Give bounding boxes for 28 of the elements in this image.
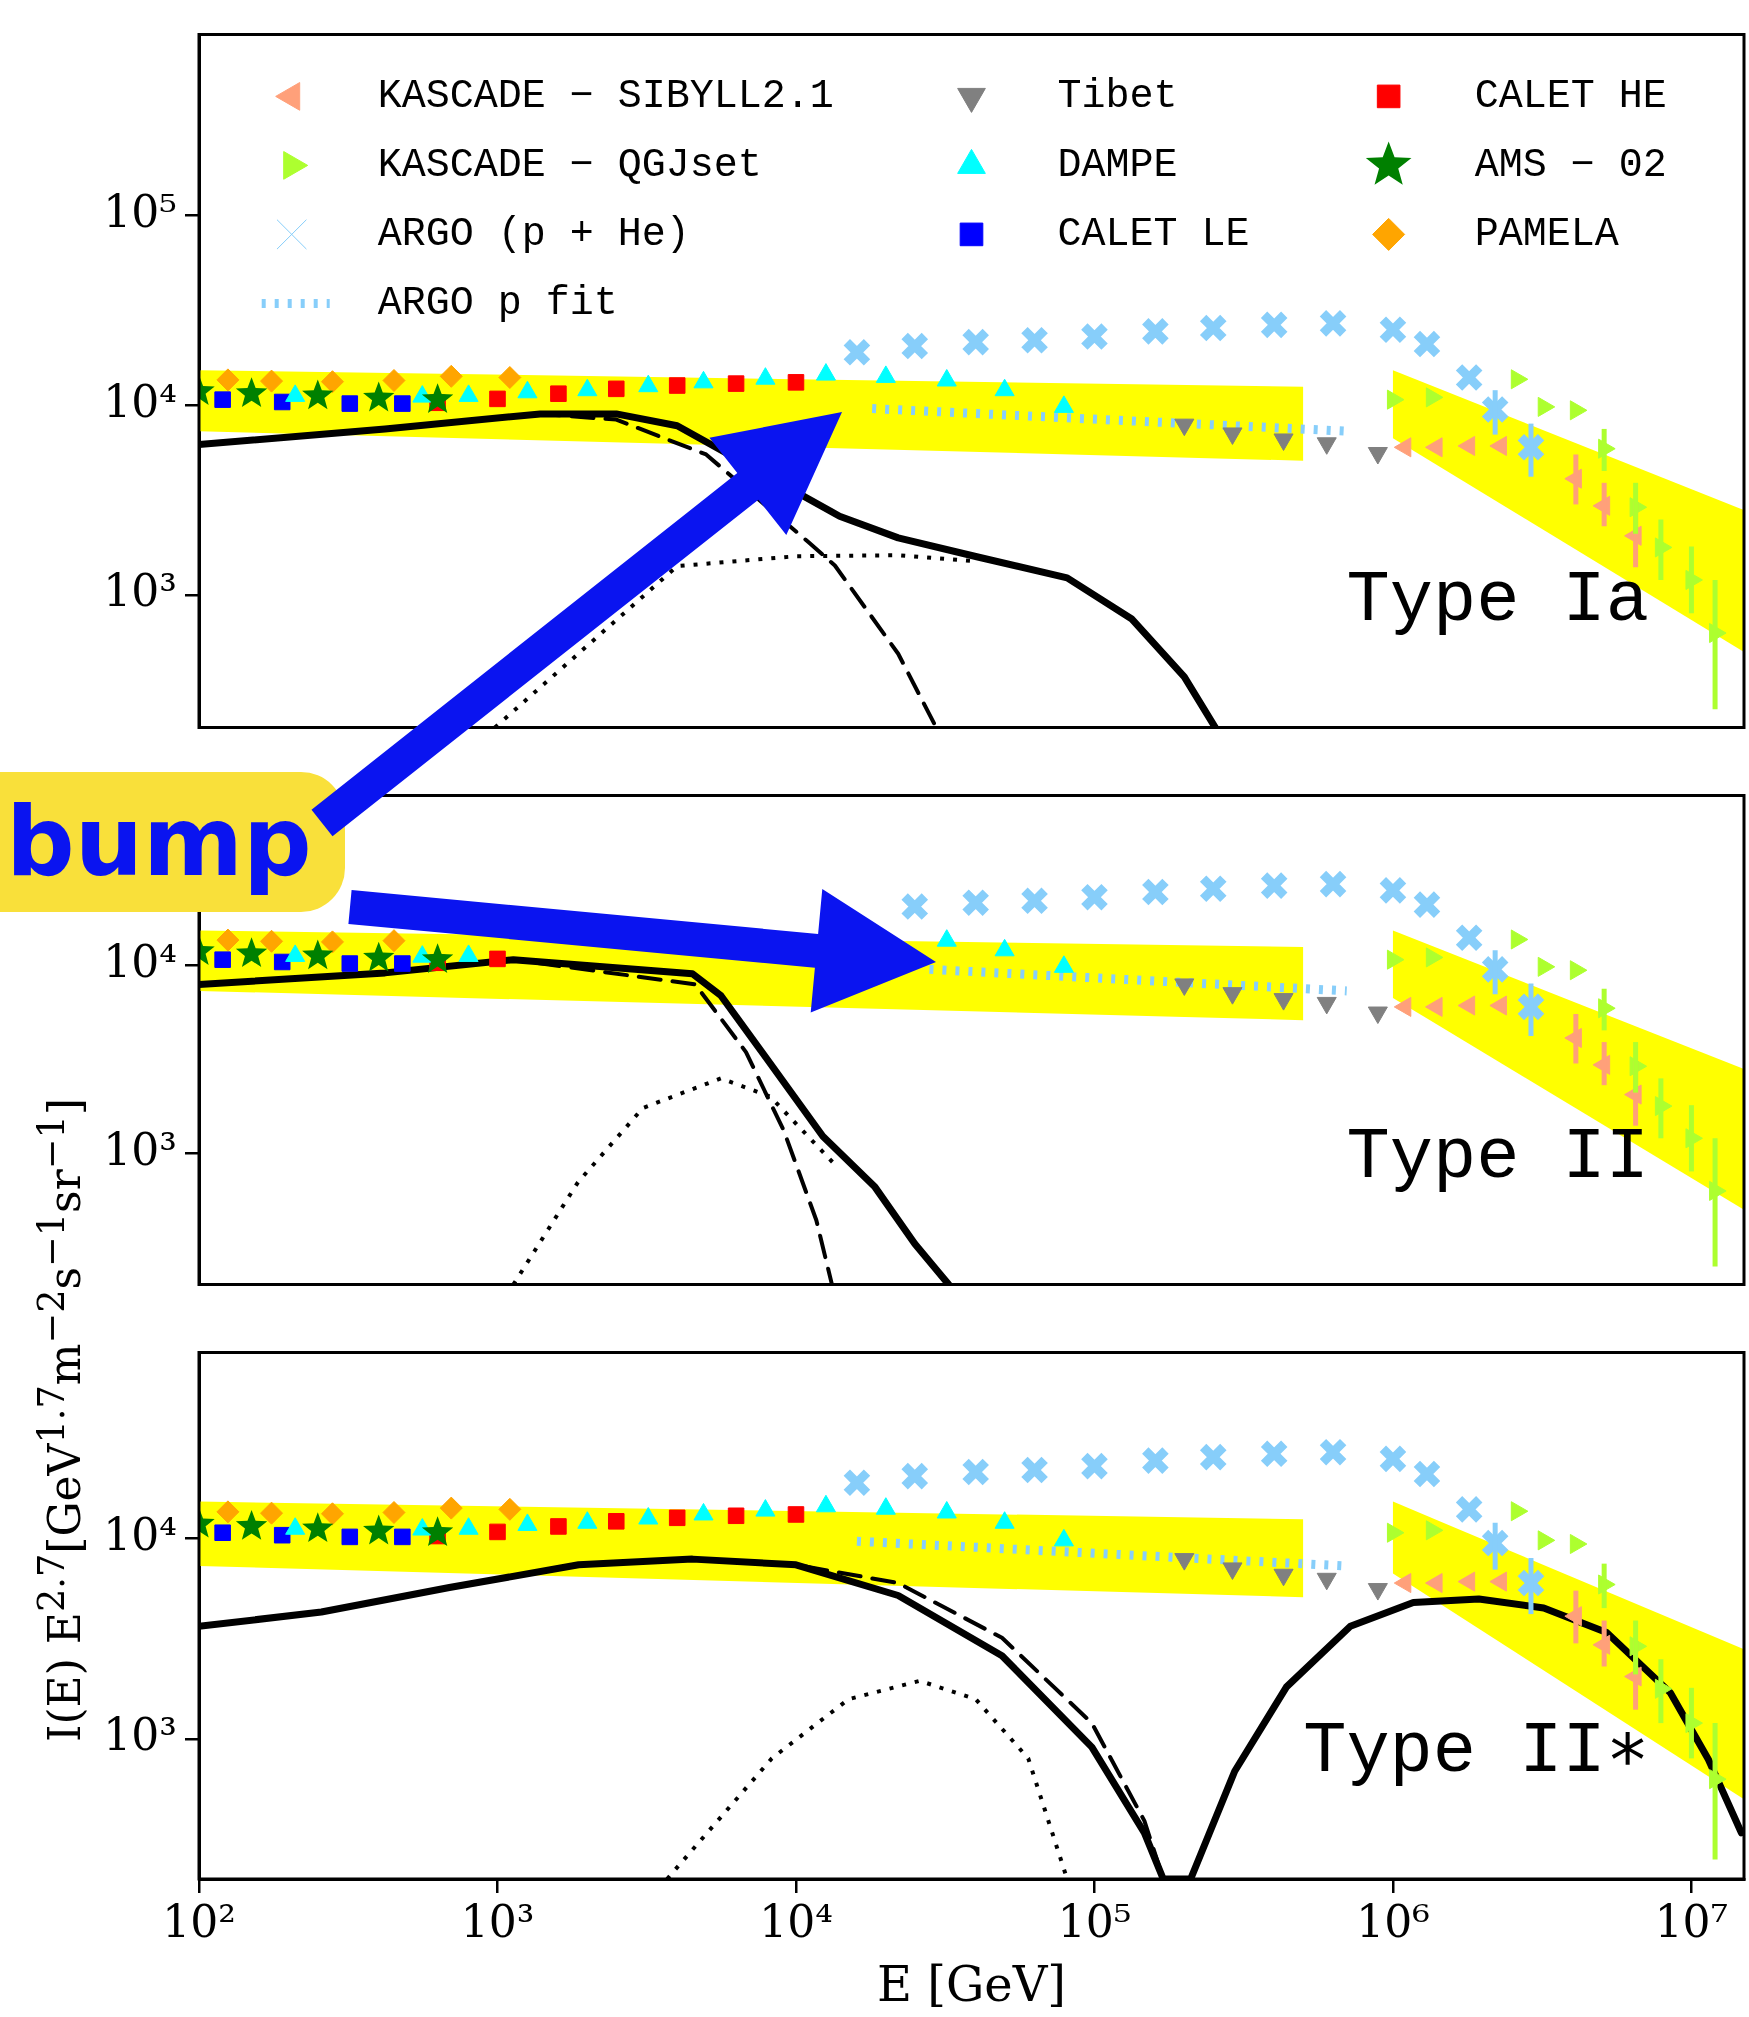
legend-label: ARGO (p + He) — [377, 211, 690, 257]
annotation: bump — [0, 772, 345, 912]
annotation: Type Ia — [1346, 559, 1649, 642]
y-tick-label: 10³ — [103, 565, 177, 617]
x-tick-label: 10⁶ — [1356, 1895, 1430, 1947]
y-tick-label: 10⁴ — [103, 375, 177, 427]
x-tick-label: 10⁵ — [1057, 1895, 1132, 1947]
y-tick-label: 10³ — [103, 1123, 177, 1175]
annotation: Type II — [1346, 1116, 1649, 1199]
legend-label: AMS − 02 — [1474, 142, 1667, 188]
x-tick-label: 10⁴ — [759, 1895, 833, 1947]
legend-label: PAMELA — [1474, 211, 1619, 257]
x-tick-label: 10⁷ — [1654, 1895, 1729, 1947]
legend-label: ARGO p fit — [377, 280, 618, 326]
legend-label: DAMPE — [1057, 142, 1178, 188]
legend-label: Tibet — [1057, 73, 1178, 119]
y-tick-label: 10⁴ — [103, 935, 177, 987]
legend-label: CALET LE — [1057, 211, 1250, 257]
y-tick-label: 10⁵ — [103, 185, 177, 237]
legend-label: KASCADE − QGJset — [377, 142, 762, 188]
y-tick-label: 10³ — [103, 1709, 177, 1761]
x-tick-label: 10³ — [460, 1895, 535, 1947]
x-axis-title: E [GeV] — [876, 1955, 1067, 2012]
x-tick-label: 10² — [162, 1895, 236, 1947]
annotation: Type II∗ — [1303, 1711, 1649, 1793]
y-tick-label: 10⁴ — [103, 1509, 177, 1561]
legend-label: CALET HE — [1474, 73, 1667, 119]
legend-label: KASCADE − SIBYLL2.1 — [377, 73, 834, 119]
